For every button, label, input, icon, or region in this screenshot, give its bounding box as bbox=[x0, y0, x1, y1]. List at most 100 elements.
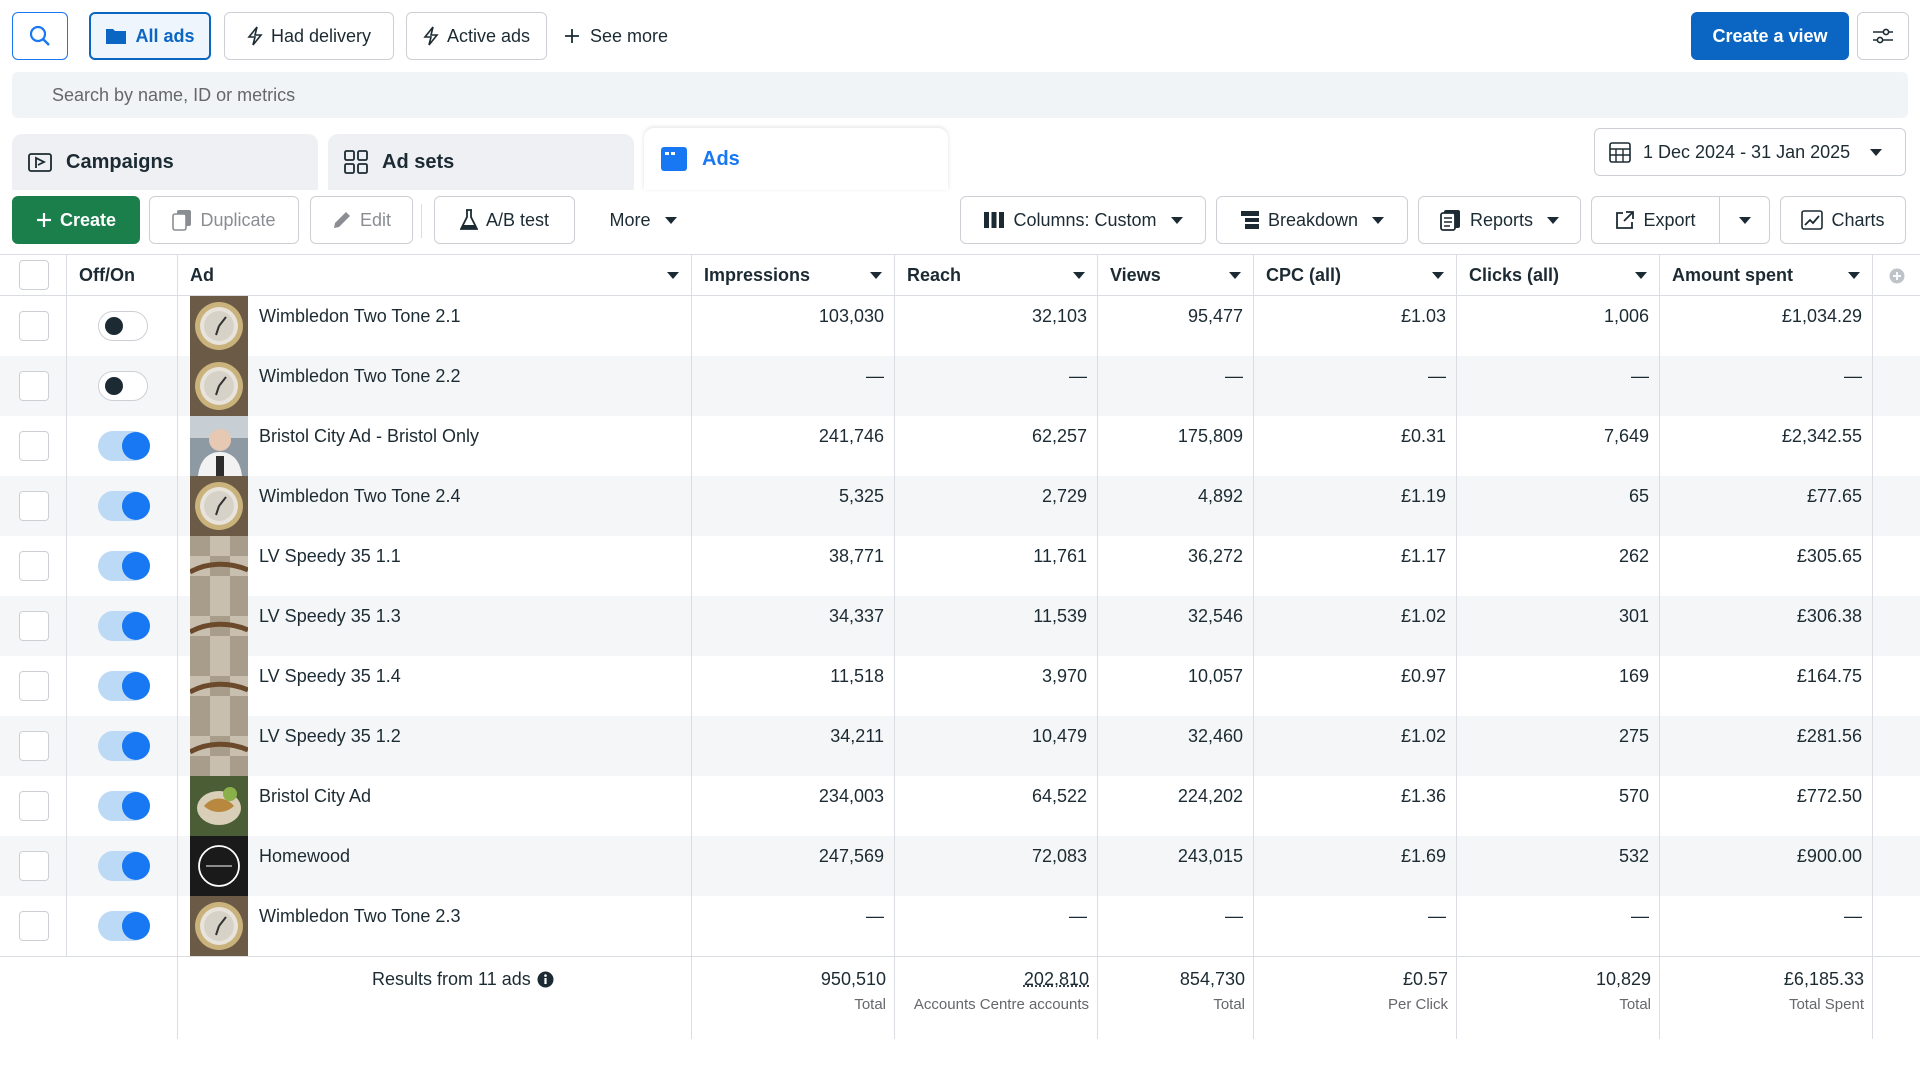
filter-had-delivery[interactable]: Had delivery bbox=[224, 12, 394, 60]
add-column-icon[interactable] bbox=[1889, 268, 1905, 284]
ad-name[interactable]: LV Speedy 35 1.2 bbox=[259, 726, 401, 746]
tab-ads[interactable]: Ads bbox=[644, 128, 948, 190]
see-more-button[interactable]: See more bbox=[564, 12, 668, 60]
table-row[interactable]: Bristol City Ad 234,003 64,522 224,202 £1.36… bbox=[0, 776, 1920, 836]
row-checkbox[interactable] bbox=[19, 611, 49, 641]
toggle-knob bbox=[122, 732, 150, 760]
table-row[interactable]: LV Speedy 35 1.2 34,211 10,479 32,460 £1.02 2… bbox=[0, 716, 1920, 776]
filter-active-ads[interactable]: Active ads bbox=[406, 12, 547, 60]
row-checkbox[interactable] bbox=[19, 551, 49, 581]
breakdown-dropdown[interactable]: Breakdown bbox=[1216, 196, 1408, 244]
info-icon[interactable] bbox=[537, 971, 554, 988]
ad-status-toggle[interactable] bbox=[98, 551, 150, 581]
create-view-button[interactable]: Create a view bbox=[1691, 12, 1849, 60]
sort-caret-icon[interactable] bbox=[870, 272, 882, 279]
ad-thumbnail[interactable] bbox=[190, 776, 248, 836]
ad-status-toggle[interactable] bbox=[98, 491, 150, 521]
row-checkbox[interactable] bbox=[19, 671, 49, 701]
sort-caret-icon[interactable] bbox=[1848, 272, 1860, 279]
column-ad[interactable]: Ad bbox=[178, 255, 692, 296]
ad-thumbnail[interactable] bbox=[190, 296, 248, 356]
table-row[interactable]: LV Speedy 35 1.1 38,771 11,761 36,272 £1.17 2… bbox=[0, 536, 1920, 596]
column-reach[interactable]: Reach bbox=[895, 255, 1098, 296]
create-button[interactable]: Create bbox=[12, 196, 140, 244]
ad-thumbnail[interactable] bbox=[190, 656, 248, 716]
ad-status-toggle[interactable] bbox=[98, 371, 148, 401]
table-row[interactable]: Bristol City Ad - Bristol Only 241,746 62,… bbox=[0, 416, 1920, 476]
ad-status-toggle[interactable] bbox=[98, 611, 150, 641]
ad-name[interactable]: LV Speedy 35 1.4 bbox=[259, 666, 401, 686]
ad-name[interactable]: Wimbledon Two Tone 2.2 bbox=[259, 366, 461, 386]
ad-thumbnail[interactable] bbox=[190, 416, 248, 476]
ad-name[interactable]: Wimbledon Two Tone 2.3 bbox=[259, 906, 461, 926]
search-input[interactable] bbox=[52, 84, 1908, 106]
ad-name[interactable]: Wimbledon Two Tone 2.1 bbox=[259, 306, 461, 326]
ad-status-toggle[interactable] bbox=[98, 311, 148, 341]
more-dropdown[interactable]: More bbox=[590, 196, 696, 244]
ad-status-toggle[interactable] bbox=[98, 431, 150, 461]
tab-ad-sets[interactable]: Ad sets bbox=[328, 134, 634, 190]
sort-caret-icon[interactable] bbox=[1432, 272, 1444, 279]
ad-thumbnail[interactable] bbox=[190, 896, 248, 956]
column-clicks[interactable]: Clicks (all) bbox=[1457, 255, 1660, 296]
filter-settings-button[interactable] bbox=[1857, 12, 1909, 60]
table-row[interactable]: Wimbledon Two Tone 2.3— — — — — — bbox=[0, 896, 1920, 956]
table-row[interactable]: LV Speedy 35 1.4 11,518 3,970 10,057 £0.97 16… bbox=[0, 656, 1920, 716]
column-offon[interactable]: Off/On bbox=[67, 255, 178, 296]
tab-campaigns[interactable]: Campaigns bbox=[12, 134, 318, 190]
ad-thumbnail[interactable] bbox=[190, 596, 248, 656]
row-checkbox[interactable] bbox=[19, 371, 49, 401]
ad-name[interactable]: Bristol City Ad - Bristol Only bbox=[259, 426, 480, 446]
ad-status-toggle[interactable] bbox=[98, 731, 150, 761]
sort-caret-icon[interactable] bbox=[1073, 272, 1085, 279]
ad-thumbnail[interactable] bbox=[190, 716, 248, 776]
export-options-dropdown[interactable] bbox=[1719, 196, 1770, 244]
reports-dropdown[interactable]: Reports bbox=[1418, 196, 1581, 244]
column-views[interactable]: Views bbox=[1098, 255, 1254, 296]
row-checkbox[interactable] bbox=[19, 791, 49, 821]
ad-name[interactable]: LV Speedy 35 1.3 bbox=[259, 606, 401, 626]
table-row[interactable]: Wimbledon Two Tone 2.4 5,325 2,729 4,892 £1.… bbox=[0, 476, 1920, 536]
duplicate-button[interactable]: Duplicate bbox=[149, 196, 299, 244]
search-button[interactable] bbox=[12, 12, 68, 60]
ad-status-toggle[interactable] bbox=[98, 671, 150, 701]
views-cell: 32,460 bbox=[1098, 716, 1254, 776]
export-button[interactable]: Export bbox=[1591, 196, 1720, 244]
ad-thumbnail[interactable] bbox=[190, 536, 248, 596]
date-range-picker[interactable]: 1 Dec 2024 - 31 Jan 2025 bbox=[1594, 128, 1906, 176]
table-row[interactable]: LV Speedy 35 1.3 34,337 11,539 32,546 £1.02 3… bbox=[0, 596, 1920, 656]
row-checkbox[interactable] bbox=[19, 851, 49, 881]
ad-name[interactable]: Bristol City Ad bbox=[259, 786, 372, 806]
table-row[interactable]: Homewood 247,569 72,083 243,015 £1.69 532 £900… bbox=[0, 836, 1920, 896]
edit-button[interactable]: Edit bbox=[310, 196, 413, 244]
ad-status-toggle[interactable] bbox=[98, 911, 150, 941]
sort-caret-icon[interactable] bbox=[1635, 272, 1647, 279]
sort-caret-icon[interactable] bbox=[667, 272, 679, 279]
sort-caret-icon[interactable] bbox=[1229, 272, 1241, 279]
row-checkbox[interactable] bbox=[19, 911, 49, 941]
table-row[interactable]: Wimbledon Two Tone 2.2— — — — — — bbox=[0, 356, 1920, 416]
ad-name[interactable]: Homewood bbox=[259, 846, 351, 866]
ad-thumbnail[interactable] bbox=[190, 836, 248, 896]
total-reach-value[interactable]: 202,810 bbox=[1023, 969, 1089, 989]
column-impressions[interactable]: Impressions bbox=[692, 255, 895, 296]
ad-name[interactable]: LV Speedy 35 1.1 bbox=[259, 546, 401, 566]
columns-dropdown[interactable]: Columns: Custom bbox=[960, 196, 1206, 244]
ad-thumbnail[interactable] bbox=[190, 476, 248, 536]
filter-all-ads[interactable]: All ads bbox=[89, 12, 211, 60]
row-checkbox[interactable] bbox=[19, 491, 49, 521]
table-row[interactable]: Wimbledon Two Tone 2.1 103,030 32,103 95,47… bbox=[0, 296, 1920, 356]
row-checkbox[interactable] bbox=[19, 431, 49, 461]
column-amount-spent[interactable]: Amount spent bbox=[1660, 255, 1873, 296]
ad-status-toggle[interactable] bbox=[98, 791, 150, 821]
ad-status-toggle[interactable] bbox=[98, 851, 150, 881]
ad-name[interactable]: Wimbledon Two Tone 2.4 bbox=[259, 486, 461, 506]
row-checkbox[interactable] bbox=[19, 731, 49, 761]
row-checkbox[interactable] bbox=[19, 311, 49, 341]
ab-test-button[interactable]: A/B test bbox=[434, 196, 575, 244]
ad-thumbnail[interactable] bbox=[190, 356, 248, 416]
charts-button[interactable]: Charts bbox=[1780, 196, 1906, 244]
column-cpc[interactable]: CPC (all) bbox=[1254, 255, 1457, 296]
select-all-checkbox[interactable] bbox=[19, 260, 49, 290]
search-field[interactable] bbox=[12, 72, 1908, 118]
